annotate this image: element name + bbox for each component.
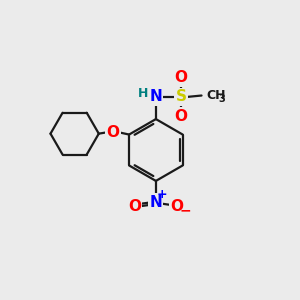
Text: O: O [174,70,188,86]
Text: O: O [171,199,184,214]
Text: 3: 3 [218,94,225,104]
Text: +: + [157,188,168,201]
Text: −: − [179,203,191,217]
Text: CH: CH [206,89,226,102]
Text: O: O [128,199,141,214]
Text: O: O [174,109,188,124]
Text: S: S [176,89,186,104]
Text: O: O [106,125,119,140]
Text: N: N [149,195,162,210]
Text: N: N [149,89,162,104]
Text: H: H [138,87,149,100]
